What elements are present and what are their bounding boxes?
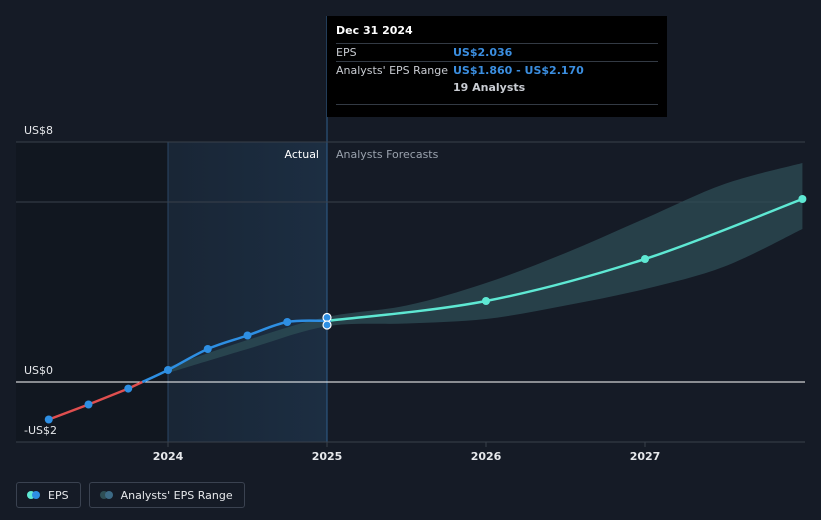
y-tick-label-1: US$0 — [24, 364, 53, 377]
legend-eps[interactable]: EPS — [16, 482, 81, 508]
eps-actual-point-0 — [44, 415, 53, 424]
eps-forecast-point-1 — [482, 297, 490, 305]
legend: EPS Analysts' EPS Range — [16, 482, 253, 508]
past-region — [16, 142, 168, 442]
tooltip-range-row: Analysts' EPS Range US$1.860 - US$2.170 — [336, 61, 658, 79]
eps-actual-point-4 — [203, 345, 212, 353]
x-tick-label-3: 2027 — [630, 450, 661, 463]
tooltip-analysts-count: 19 Analysts — [453, 81, 526, 94]
eps-actual-point-2 — [124, 384, 133, 393]
legend-eps-swatch — [27, 491, 41, 499]
tooltip-eps-row: EPS US$2.036 — [336, 43, 658, 61]
x-tick-label-2: 2026 — [471, 450, 502, 463]
x-tick-label-0: 2024 — [153, 450, 184, 463]
eps-actual-point-3 — [164, 366, 172, 374]
eps-actual-point-6 — [283, 318, 292, 326]
tooltip: Dec 31 2024 EPS US$2.036 Analysts' EPS R… — [327, 16, 667, 117]
actual-region — [168, 142, 327, 442]
eps-forecast-point-3 — [798, 195, 807, 203]
eps-actual-point-1 — [84, 400, 93, 409]
tooltip-date: Dec 31 2024 — [336, 24, 413, 37]
eps-actual-point-5 — [243, 331, 252, 340]
legend-range-label: Analysts' EPS Range — [120, 488, 233, 502]
tooltip-eps-label: EPS — [336, 46, 357, 59]
y-tick-label-2: -US$2 — [24, 424, 57, 437]
tooltip-analysts-row: 19 Analysts — [336, 79, 658, 105]
tooltip-range-label: Analysts' EPS Range — [336, 64, 449, 77]
actual-label: Actual — [285, 148, 319, 161]
x-tick-label-1: 2025 — [312, 450, 343, 463]
eps-actual-line-negative — [48, 380, 143, 421]
legend-range-swatch — [99, 491, 114, 499]
tooltip-range-value: US$1.860 - US$2.170 — [453, 64, 584, 77]
eps-forecast-point-2 — [641, 255, 649, 263]
legend-eps-range[interactable]: Analysts' EPS Range — [88, 482, 245, 508]
eps-current-marker-1 — [322, 320, 332, 330]
legend-eps-label: EPS — [48, 488, 69, 502]
tooltip-eps-value: US$2.036 — [453, 46, 513, 59]
y-tick-label-0: US$8 — [24, 124, 53, 137]
eps-forecast-line — [326, 197, 803, 323]
forecast-label: Analysts Forecasts — [336, 148, 439, 161]
eps-current-marker-0 — [322, 312, 332, 323]
